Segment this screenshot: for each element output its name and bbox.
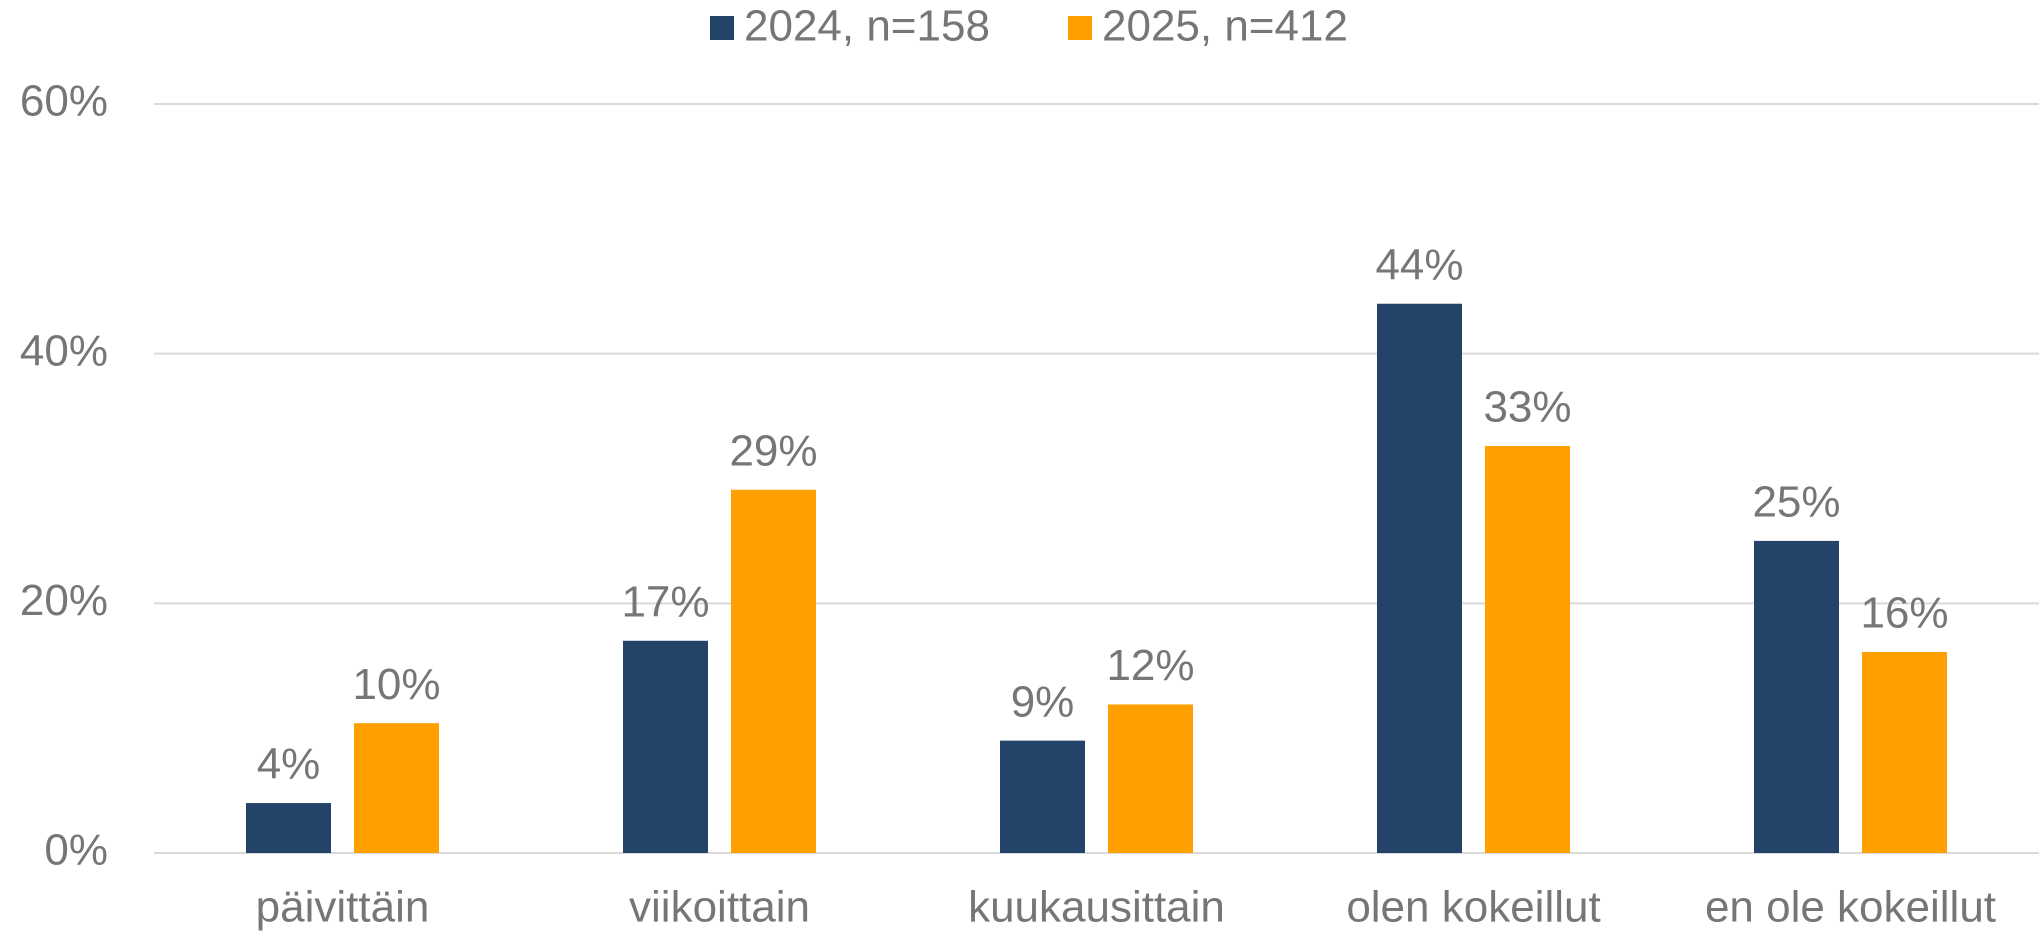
value-label: 25%: [1752, 478, 1840, 527]
legend-swatch: [1068, 16, 1092, 40]
value-label: 9%: [1011, 677, 1075, 726]
bar: [1485, 446, 1570, 853]
value-label: 33%: [1483, 383, 1571, 432]
value-label: 10%: [352, 660, 440, 709]
bar: [1377, 303, 1462, 853]
y-tick-label: 60%: [20, 77, 108, 126]
bar: [1108, 704, 1193, 853]
bar: [731, 489, 816, 853]
value-label: 16%: [1860, 589, 1948, 638]
x-tick-label: viikoittain: [629, 883, 810, 932]
x-tick-label: kuukausittain: [968, 883, 1225, 932]
value-label: 12%: [1106, 641, 1194, 690]
legend-label: 2025, n=412: [1102, 2, 1348, 51]
value-label: 17%: [621, 577, 709, 626]
bar: [354, 723, 439, 853]
legend-label: 2024, n=158: [744, 2, 990, 51]
y-tick-label: 0%: [44, 826, 108, 875]
x-tick-label: en ole kokeillut: [1705, 883, 1996, 932]
legend-swatch: [710, 16, 734, 40]
value-label: 4%: [257, 740, 321, 789]
bar: [1862, 652, 1947, 853]
x-tick-label: olen kokeillut: [1346, 883, 1600, 932]
value-label: 44%: [1375, 240, 1463, 289]
bar: [246, 803, 331, 853]
bar: [1000, 740, 1085, 853]
bar: [623, 640, 708, 853]
bar: [1754, 540, 1839, 853]
x-tick-label: päivittäin: [256, 883, 430, 932]
y-tick-label: 20%: [20, 576, 108, 625]
value-label: 29%: [729, 426, 817, 475]
y-tick-label: 40%: [20, 326, 108, 375]
